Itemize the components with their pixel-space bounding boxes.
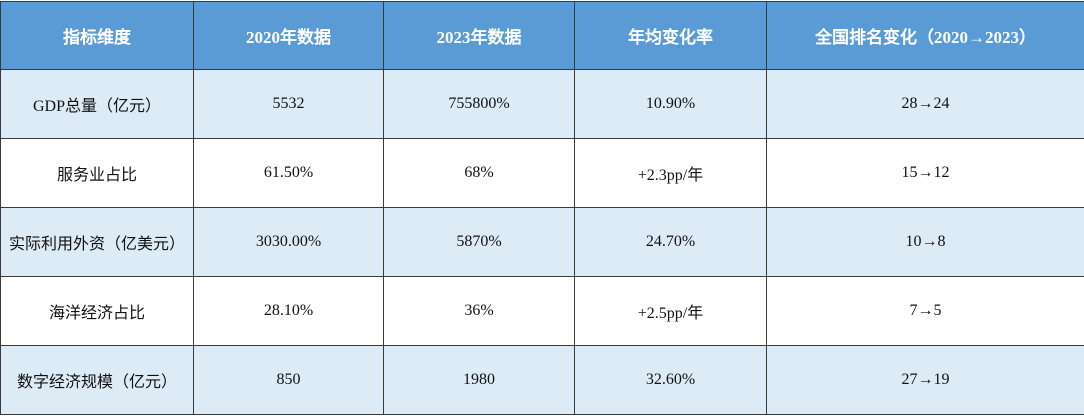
- table-cell: 755800%: [384, 70, 575, 139]
- header-cell: 2020年数据: [194, 2, 384, 70]
- table-cell: 服务业占比: [1, 139, 194, 208]
- header-cell: 2023年数据: [384, 2, 575, 70]
- header-cell: 全国排名变化（2020→2023）: [767, 2, 1084, 70]
- table-cell: 3030.00%: [194, 208, 384, 277]
- table-cell: 5870%: [384, 208, 575, 277]
- table-cell: 28.10%: [194, 277, 384, 346]
- table-cell: 海洋经济占比: [1, 277, 194, 346]
- table-cell: 5532: [194, 70, 384, 139]
- table-cell: 1980: [384, 346, 575, 415]
- table-cell: 15→12: [767, 139, 1084, 208]
- table-cell: 7→5: [767, 277, 1084, 346]
- table-cell: 36%: [384, 277, 575, 346]
- table-row: 实际利用外资（亿美元）3030.00%5870%24.70%10→8: [1, 208, 1084, 277]
- table-cell: 61.50%: [194, 139, 384, 208]
- table-cell: +2.3pp/年: [575, 139, 767, 208]
- table-cell: 28→24: [767, 70, 1084, 139]
- header-cell: 指标维度: [1, 2, 194, 70]
- table-cell: 10.90%: [575, 70, 767, 139]
- table-cell: 27→19: [767, 346, 1084, 415]
- table-cell: +2.5pp/年: [575, 277, 767, 346]
- table-cell: GDP总量（亿元）: [1, 70, 194, 139]
- table-cell: 32.60%: [575, 346, 767, 415]
- header-cell: 年均变化率: [575, 2, 767, 70]
- table-cell: 数字经济规模（亿元）: [1, 346, 194, 415]
- table-cell: 实际利用外资（亿美元）: [1, 208, 194, 277]
- table-cell: 68%: [384, 139, 575, 208]
- table-cell: 10→8: [767, 208, 1084, 277]
- table-cell: 850: [194, 346, 384, 415]
- table-cell: 24.70%: [575, 208, 767, 277]
